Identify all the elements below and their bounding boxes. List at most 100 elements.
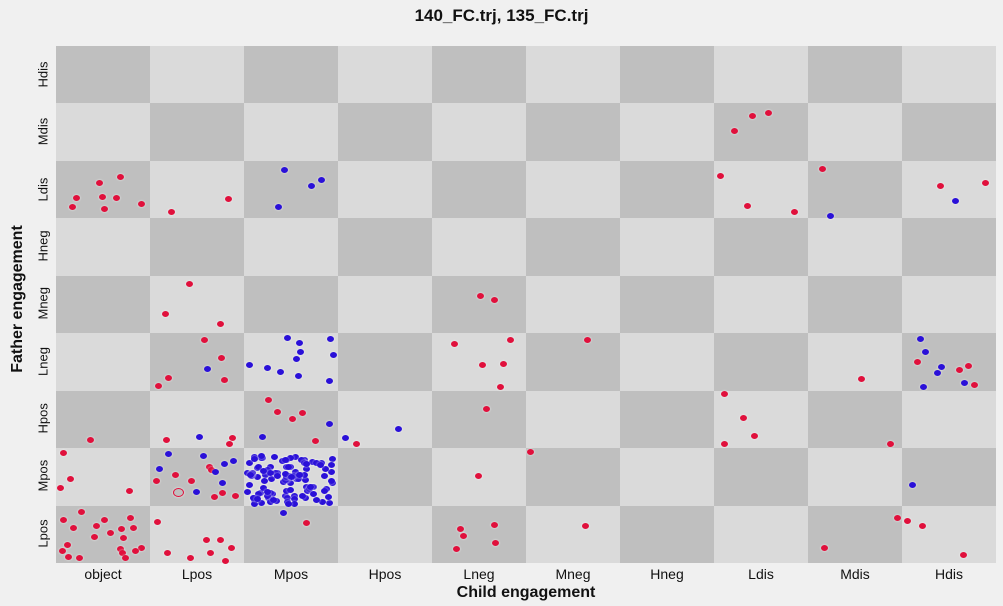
grid-cell	[808, 46, 902, 104]
grid-cell	[808, 448, 902, 506]
data-point-135	[951, 198, 959, 204]
data-point-135	[291, 468, 299, 475]
data-point-135	[220, 461, 228, 467]
grid-cell	[714, 333, 808, 391]
data-point-135	[164, 451, 172, 457]
data-point-140	[456, 526, 464, 532]
data-point-140	[298, 410, 306, 416]
data-point-135	[284, 500, 292, 507]
data-point-140	[750, 433, 758, 439]
grid-cell	[338, 160, 432, 219]
x-tick-label: Mpos	[273, 566, 309, 582]
data-point-135	[292, 454, 300, 461]
data-point-140	[730, 128, 738, 134]
grid-cell	[620, 505, 714, 563]
x-axis-label: Child engagement	[456, 584, 596, 601]
grid-cell	[902, 103, 996, 161]
data-point-135	[263, 365, 271, 371]
data-point-135	[937, 364, 945, 370]
data-point-135	[286, 455, 294, 462]
x-tick-label: Mneg	[555, 566, 591, 582]
grid-cell	[902, 390, 996, 449]
data-point-135	[270, 496, 278, 503]
grid-cell	[150, 103, 244, 161]
grid-cell	[620, 333, 714, 391]
data-point-135	[246, 481, 254, 488]
data-point-135	[826, 213, 834, 219]
data-point-135	[257, 453, 265, 460]
grid-cell	[620, 46, 714, 104]
grid-cell	[244, 103, 338, 161]
data-point-140	[69, 525, 77, 531]
data-point-135	[261, 478, 269, 485]
grid-cell	[526, 103, 620, 161]
grid-cell	[56, 333, 150, 391]
data-point-140	[77, 509, 85, 515]
data-point-135	[327, 462, 335, 469]
data-point-140	[59, 517, 67, 523]
data-point-135	[326, 336, 334, 342]
data-point-135	[245, 460, 253, 467]
data-point-135	[908, 482, 916, 488]
grid-cell	[338, 218, 432, 276]
y-tick-label: Ldis	[35, 177, 51, 202]
data-point-140	[164, 375, 172, 381]
data-point-140	[743, 203, 751, 209]
grid-cell	[526, 333, 620, 391]
data-point-135	[296, 349, 304, 355]
grid-cell	[714, 218, 808, 276]
data-point-140	[450, 341, 458, 347]
data-point-135	[329, 352, 337, 358]
data-point-140	[187, 478, 195, 484]
data-point-135	[328, 456, 336, 462]
data-point-140	[790, 209, 798, 215]
data-point-140	[474, 473, 482, 479]
data-point-135	[267, 470, 275, 477]
data-point-135	[263, 488, 271, 495]
data-point-135	[251, 500, 259, 507]
grid-cell	[620, 448, 714, 506]
data-point-135	[274, 204, 282, 210]
data-point-140	[106, 530, 114, 536]
data-point-135	[155, 466, 163, 472]
grid-cell	[150, 333, 244, 391]
data-point-140	[352, 441, 360, 447]
grid-cell	[714, 275, 808, 334]
grid-cell	[902, 46, 996, 104]
data-point-135	[268, 476, 276, 483]
grid-cell	[432, 103, 526, 161]
data-point-140	[231, 493, 239, 499]
data-point-140	[119, 535, 127, 541]
data-point-140	[490, 522, 498, 528]
data-point-135	[292, 356, 300, 362]
data-point-135	[282, 471, 290, 478]
data-point-140	[98, 194, 106, 200]
data-point-140	[273, 409, 281, 415]
data-point-135	[246, 471, 254, 478]
data-point-140	[981, 180, 989, 186]
data-point-135	[327, 468, 335, 475]
data-point-135	[394, 426, 402, 432]
data-point-140	[217, 355, 225, 361]
data-point-140	[59, 450, 67, 456]
data-point-140	[66, 476, 74, 482]
data-point-135	[259, 467, 267, 474]
data-point-140	[220, 377, 228, 383]
data-point-140	[210, 494, 218, 500]
data-point-135	[921, 349, 929, 355]
data-point-140	[970, 382, 978, 388]
data-point-140	[207, 467, 215, 473]
data-point-135	[325, 494, 333, 501]
grid-cell	[338, 448, 432, 506]
data-point-140	[153, 519, 161, 525]
data-point-135	[291, 496, 298, 503]
y-tick-label: Lpos	[35, 519, 51, 548]
grid-cell	[714, 505, 808, 563]
data-point-140	[185, 281, 193, 287]
y-tick-label: Mpos	[35, 459, 51, 492]
x-tick-label: Mdis	[840, 566, 870, 582]
x-tick-label: Hdis	[934, 566, 963, 582]
data-point-135	[211, 469, 219, 475]
data-point-135	[302, 466, 310, 473]
data-point-140	[886, 441, 894, 447]
